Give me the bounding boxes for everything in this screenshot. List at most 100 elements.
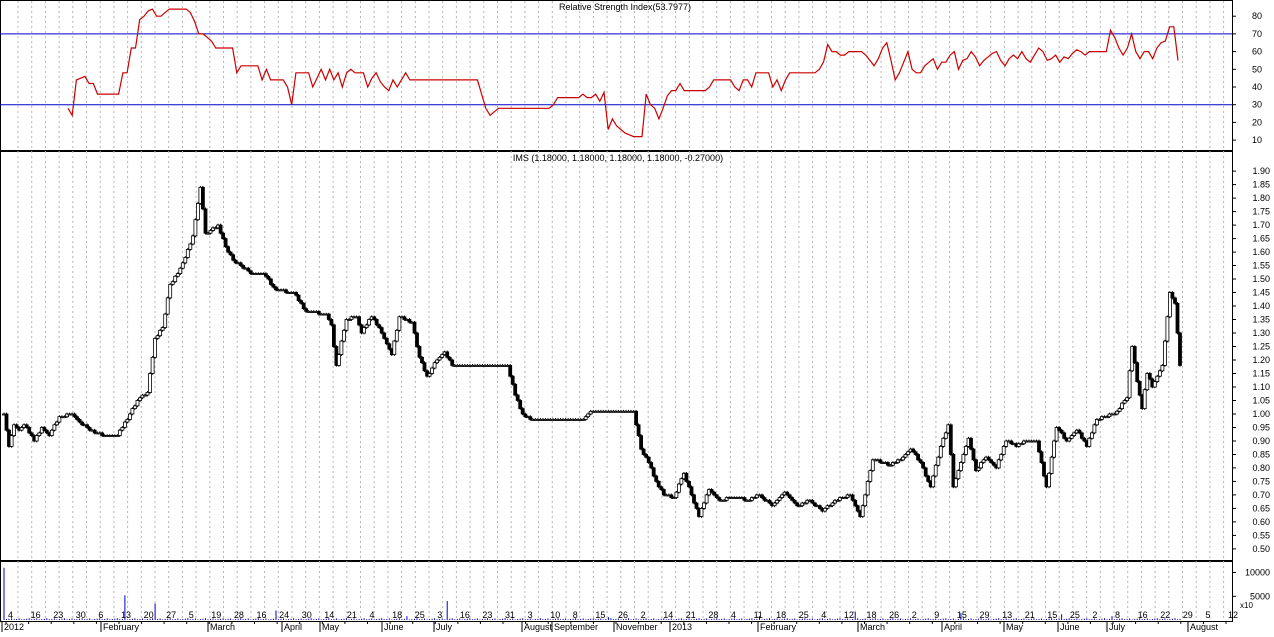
price-candle (148, 373, 153, 393)
price-candle (651, 467, 656, 477)
price-candle (19, 427, 24, 431)
price-candle (709, 489, 714, 493)
price-candle (55, 421, 59, 426)
price-candle (828, 505, 832, 508)
price-candle (135, 400, 140, 407)
price-candle (1077, 429, 1082, 434)
price-candle (702, 502, 706, 509)
price-candle (699, 507, 704, 517)
price-candle (203, 208, 208, 234)
price-candle (115, 435, 120, 438)
day-label: 23 (482, 610, 492, 620)
price-tick-label: 0.90 (1252, 436, 1270, 446)
month-label: April (284, 622, 302, 632)
price-candle (943, 432, 948, 439)
price-candle (901, 456, 905, 461)
price-candle (1004, 440, 1009, 447)
day-label: 12 (844, 610, 854, 620)
price-tick-label: 1.75 (1252, 207, 1270, 217)
price-candle (1127, 370, 1132, 399)
price-candle (1019, 443, 1024, 446)
price-candle (1155, 375, 1160, 383)
price-candle (1092, 424, 1097, 434)
price-candle (823, 507, 827, 512)
price-candle (34, 435, 39, 442)
month-label: September (554, 622, 598, 632)
price-candle (1170, 292, 1175, 299)
price-candle (1178, 332, 1182, 366)
price-candle (415, 332, 419, 347)
day-label: 16 (31, 610, 41, 620)
price-candle (344, 319, 349, 331)
price-candle (679, 478, 684, 485)
price-tick-label: 1.85 (1252, 180, 1270, 190)
price-candle (674, 491, 679, 499)
price-candle (37, 432, 42, 436)
price-candle (991, 462, 996, 466)
price-candle (772, 502, 777, 507)
price-candle (656, 480, 661, 488)
price-tick-label: 0.55 (1252, 530, 1270, 540)
price-candle (123, 421, 127, 428)
price-candle (266, 275, 271, 280)
price-candle (813, 502, 817, 507)
price-candle (1097, 418, 1102, 421)
day-label: 11 (754, 610, 763, 620)
price-candle (160, 327, 165, 331)
price-candle (342, 329, 346, 342)
price-candle (787, 494, 792, 498)
price-candle (671, 497, 676, 500)
price-candle (175, 273, 180, 277)
price-candle (689, 486, 694, 496)
price-title: IMS (1.18000, 1.18000, 1.18000, 1.18000,… (513, 153, 723, 163)
price-candle (206, 232, 210, 235)
price-tick-label: 0.50 (1252, 544, 1270, 554)
price-candle (694, 502, 699, 509)
price-candle (792, 499, 797, 504)
price-candle (387, 343, 392, 350)
rsi-tick-label: 60 (1252, 47, 1262, 57)
month-label: February (760, 622, 797, 632)
price-tick-label: 1.65 (1252, 234, 1270, 244)
price-tick-label: 1.15 (1252, 369, 1270, 379)
price-candle (173, 275, 178, 283)
price-candle (12, 424, 17, 436)
price-candle (301, 302, 306, 310)
price-candle (684, 472, 689, 482)
rsi-tick-label: 20 (1252, 117, 1262, 127)
day-label: 2 (912, 610, 917, 620)
price-candle (1059, 429, 1064, 434)
price-candle (364, 324, 369, 328)
price-candle (331, 324, 336, 347)
price-candle (797, 505, 802, 508)
day-label: 23 (53, 610, 63, 620)
price-candle (336, 354, 341, 366)
price-candle (1082, 437, 1087, 442)
price-candle (986, 456, 991, 461)
price-candle (407, 319, 412, 323)
price-candle (430, 367, 435, 374)
price-tick-label: 0.75 (1252, 476, 1270, 486)
price-tick-label: 1.10 (1252, 382, 1270, 392)
price-candle (427, 373, 432, 377)
price-candle (1039, 451, 1044, 463)
day-label: 21 (347, 610, 357, 620)
rsi-tick-label: 40 (1252, 82, 1262, 92)
price-candle (722, 499, 727, 502)
price-candle (62, 416, 67, 419)
price-candle (523, 413, 528, 418)
price-candle (357, 316, 362, 326)
day-label: 20 (144, 610, 154, 620)
price-candle (271, 283, 276, 288)
price-candle (971, 448, 976, 461)
price-candle (1052, 440, 1056, 458)
price-candle (1132, 346, 1137, 364)
price-candle (445, 351, 450, 358)
price-candle (712, 491, 716, 496)
price-candle (850, 494, 855, 501)
day-label: 18 (776, 610, 786, 620)
month-label: March (860, 622, 885, 632)
price-candle (830, 502, 835, 507)
price-candle (1160, 364, 1165, 372)
price-candle (918, 459, 923, 463)
